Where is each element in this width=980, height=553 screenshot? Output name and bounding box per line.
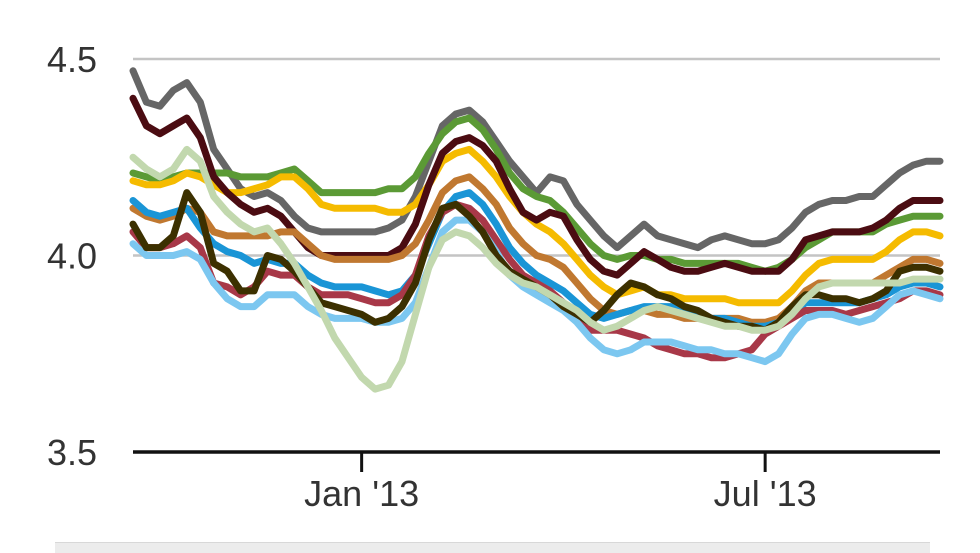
series-lines: [129, 67, 944, 393]
series-line: [129, 145, 944, 393]
x-axis: [133, 450, 940, 472]
tick-labels: 4.5 4.0 3.5 Jan '13 Jul '13: [47, 39, 817, 514]
series-line: [129, 216, 944, 366]
y-tick-label: 3.5: [47, 432, 97, 473]
panel-bottom-edge: [55, 542, 930, 553]
series-line: [129, 145, 944, 307]
series-line: [129, 173, 944, 326]
x-tick-label: Jul '13: [714, 473, 817, 514]
y-tick-label: 4.0: [47, 236, 97, 277]
series-line: [129, 94, 944, 279]
series-line: [129, 114, 944, 275]
y-tick-label: 4.5: [47, 39, 97, 80]
x-tick-label: Jan '13: [304, 473, 419, 514]
